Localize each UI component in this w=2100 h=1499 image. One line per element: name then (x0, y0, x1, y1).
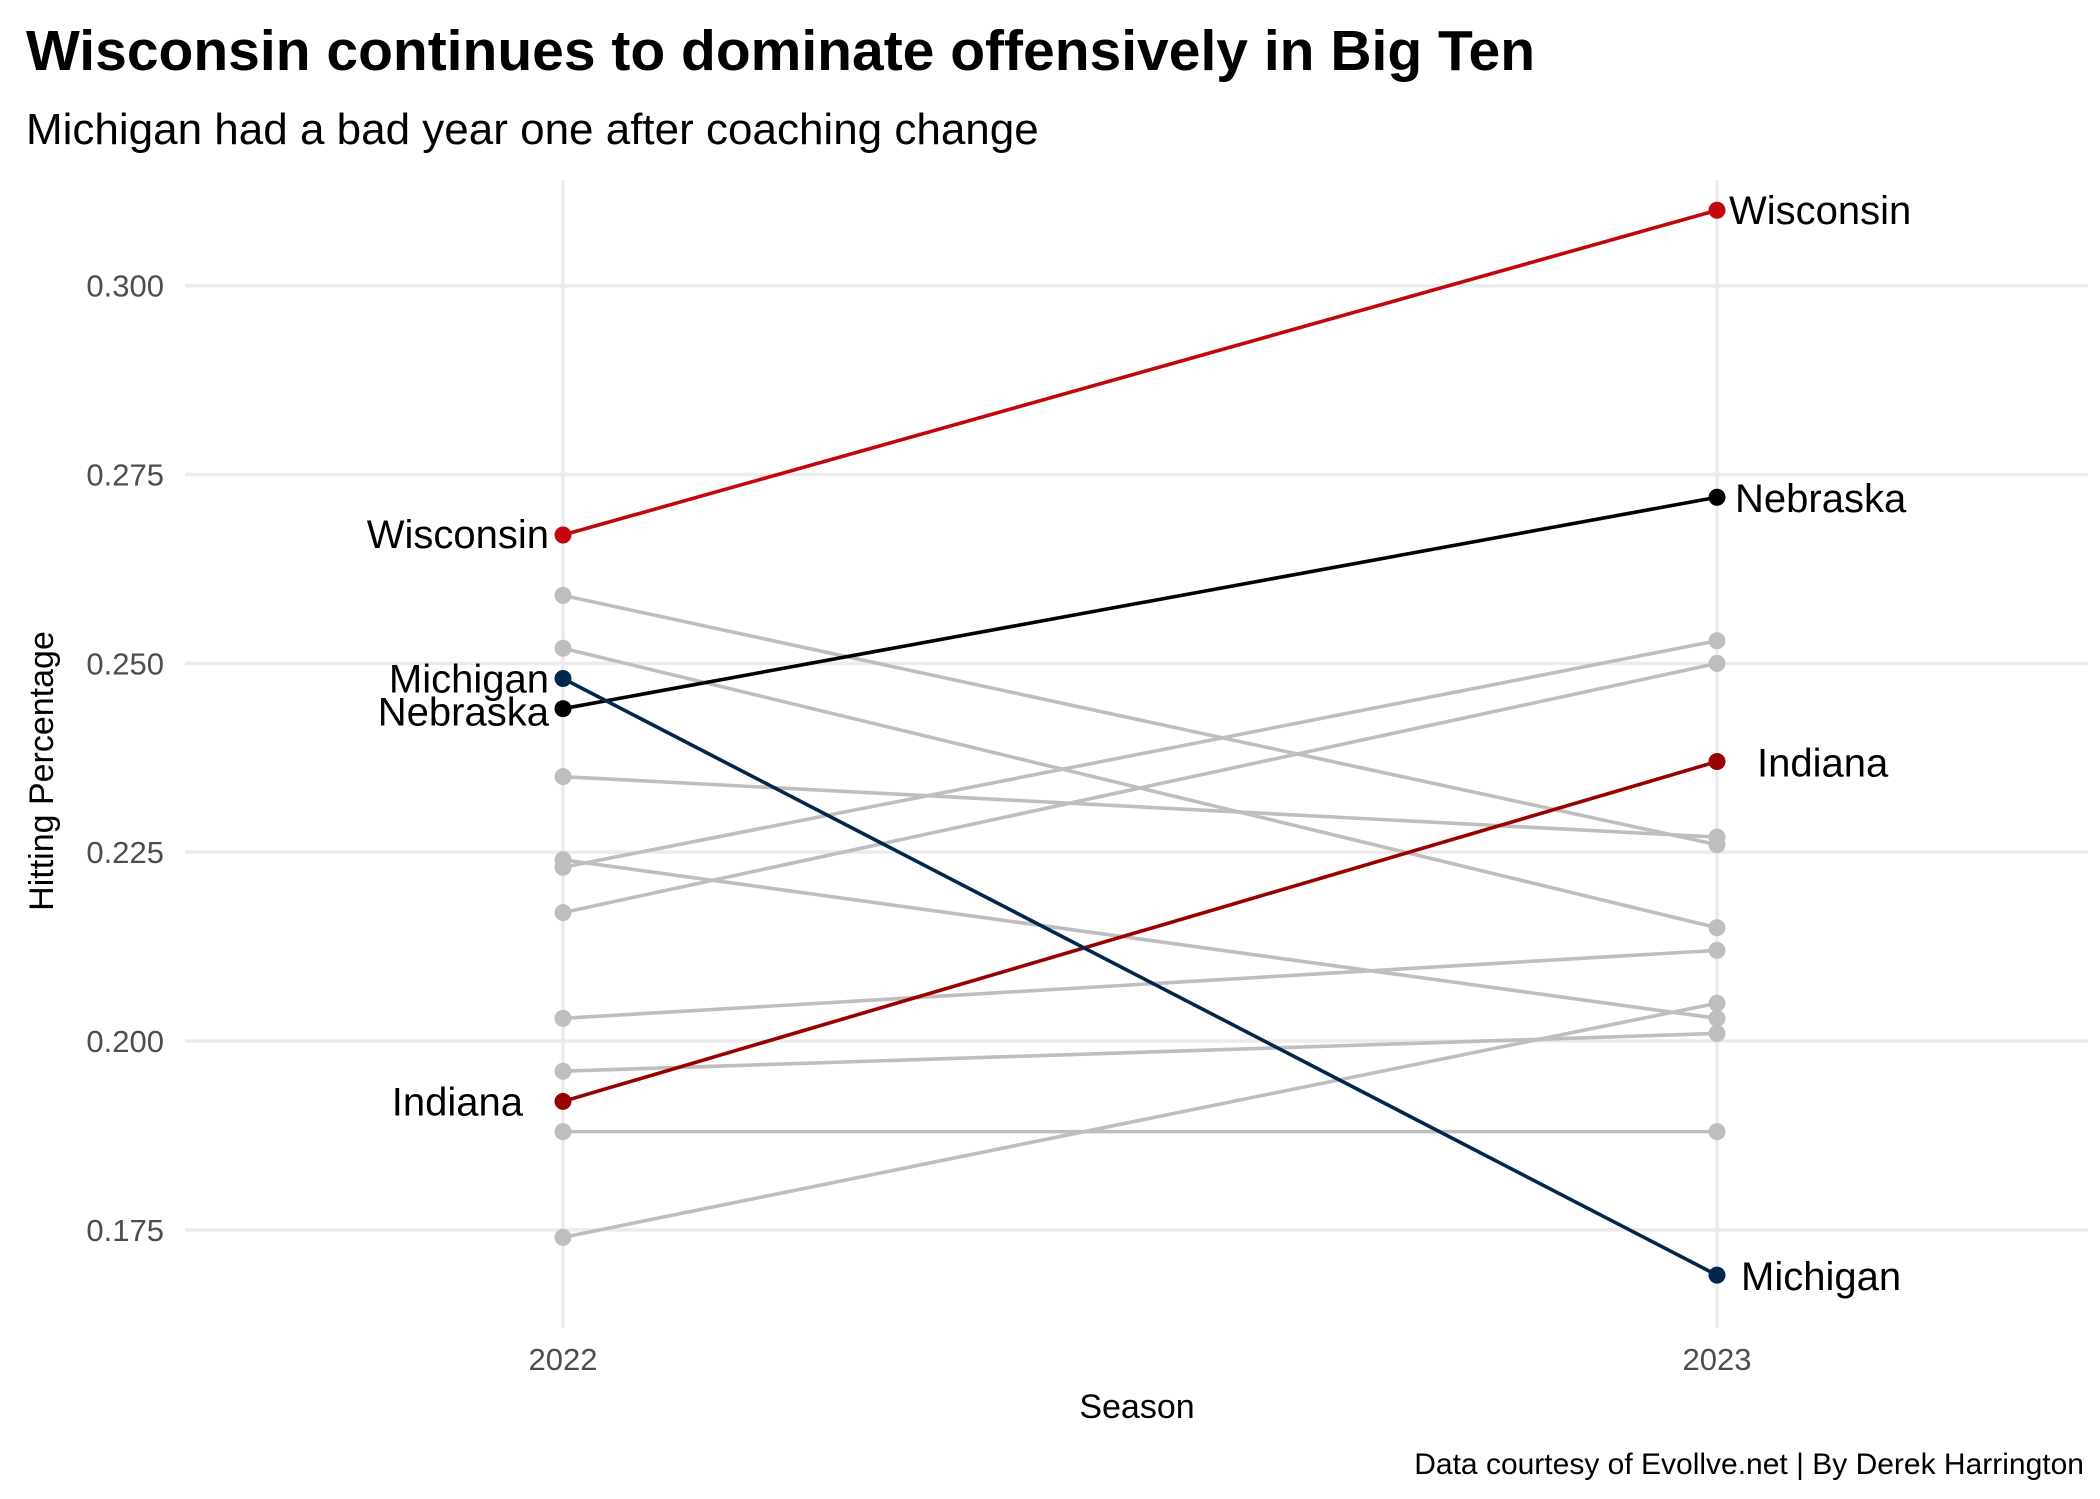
data-point (1708, 1266, 1726, 1284)
series-line (562, 676, 1718, 1277)
data-point (554, 1228, 572, 1246)
data-point (1708, 1009, 1726, 1027)
chart-subtitle: Michigan had a bad year one after coachi… (26, 105, 1039, 154)
x-axis-title: Season (1079, 1388, 1194, 1426)
wisconsin-label-2023: Wisconsin (1729, 189, 1911, 233)
data-point (1708, 753, 1726, 771)
series-line (562, 1031, 1718, 1074)
chart-title: Wisconsin continues to dominate offensiv… (26, 19, 1535, 83)
data-point (554, 1062, 572, 1080)
data-point (1708, 488, 1726, 506)
data-point (554, 700, 572, 718)
x-tick-label: 2022 (529, 1342, 598, 1377)
michigan-series (554, 669, 1726, 1284)
y-tick-label: 0.175 (86, 1213, 164, 1248)
michigan-label-2022: Michigan (389, 657, 549, 701)
team-labels: Wisconsin Wisconsin Nebraska Nebraska Indian… (367, 189, 1912, 1299)
data-point (554, 768, 572, 786)
data-point (1708, 1024, 1726, 1042)
data-point (554, 669, 572, 687)
chart-caption: Data courtesy of Evollve.net | By Derek … (1414, 1448, 2084, 1481)
data-point (554, 526, 572, 544)
x-tick-label: 2023 (1683, 1342, 1752, 1377)
other-team-series (554, 768, 1726, 846)
other-team-series (554, 632, 1726, 876)
other-team-series (554, 586, 1726, 854)
indiana-label-2023: Indiana (1757, 742, 1889, 786)
other-teams-series (554, 586, 1726, 1246)
x-axis-ticks: 2022 2023 (529, 1342, 1752, 1377)
y-tick-label: 0.200 (86, 1024, 164, 1059)
data-point (1708, 654, 1726, 672)
y-axis-ticks: 0.175 0.200 0.225 0.250 0.275 0.300 (86, 269, 164, 1248)
y-tick-label: 0.275 (86, 458, 164, 493)
michigan-label-2023: Michigan (1741, 1255, 1901, 1299)
data-point (554, 1009, 572, 1027)
other-team-series (554, 654, 1726, 922)
data-point (1708, 632, 1726, 650)
indiana-label-2022: Indiana (392, 1080, 524, 1124)
other-team-series (554, 1024, 1726, 1080)
y-tick-label: 0.250 (86, 646, 164, 681)
wisconsin-label-2022: Wisconsin (367, 513, 549, 557)
series-line (562, 948, 1718, 1021)
data-point (554, 1092, 572, 1110)
other-team-series (554, 941, 1726, 1027)
series-line (562, 759, 1718, 1104)
data-point (554, 858, 572, 876)
series-line (562, 1001, 1718, 1240)
series-line (562, 857, 1718, 1021)
nebraska-label-2023: Nebraska (1735, 477, 1907, 521)
y-tick-label: 0.225 (86, 835, 164, 870)
gridlines (185, 180, 2088, 1328)
y-axis-title: Hitting Percentage (23, 631, 61, 911)
highlighted-teams-series (554, 201, 1726, 1284)
data-point (554, 586, 572, 604)
data-point (554, 904, 572, 922)
indiana-series (554, 753, 1726, 1110)
other-team-series (554, 994, 1726, 1246)
data-point (1708, 994, 1726, 1012)
series-line (562, 495, 1718, 711)
nebraska-label-2022: Nebraska (378, 691, 550, 735)
data-point (554, 639, 572, 657)
series-line (562, 593, 1718, 847)
data-point (1708, 941, 1726, 959)
series-line (562, 208, 1718, 537)
other-team-series (554, 1123, 1726, 1141)
series-line (562, 661, 1718, 915)
series-line (562, 638, 1718, 870)
data-point (1708, 919, 1726, 937)
data-point (554, 1123, 572, 1141)
y-tick-label: 0.300 (86, 269, 164, 304)
series-line (562, 774, 1718, 839)
data-point (1708, 828, 1726, 846)
nebraska-series (554, 488, 1726, 718)
wisconsin-series (554, 201, 1726, 544)
data-point (1708, 201, 1726, 219)
data-point (1708, 1123, 1726, 1141)
